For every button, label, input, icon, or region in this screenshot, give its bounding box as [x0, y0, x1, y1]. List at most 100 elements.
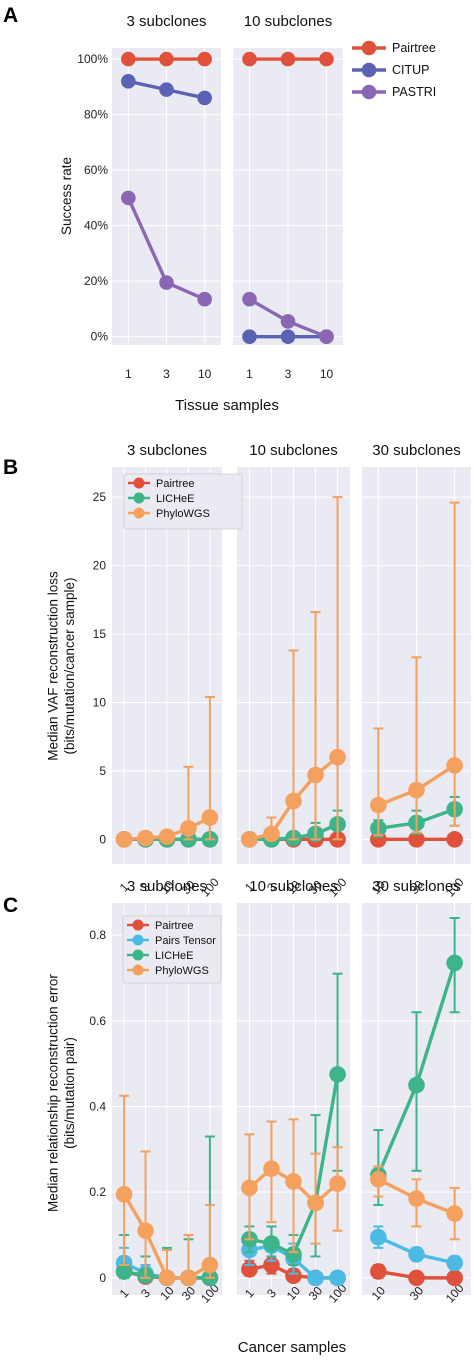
data-point [201, 809, 219, 826]
legend-marker [361, 84, 377, 100]
subplot-3-subclones: 3 subclones 1 3 10 [112, 13, 221, 381]
series-phylowgs [241, 1118, 346, 1254]
data-point [121, 74, 136, 89]
data-point [307, 1269, 324, 1287]
data-point [285, 1173, 302, 1190]
panel-letter: A [3, 4, 18, 27]
y-axis-title: Median relationship reconstruction error… [45, 974, 77, 1212]
data-point [285, 1246, 302, 1263]
series-pastri [121, 190, 212, 307]
data-point [446, 757, 463, 774]
y-tick-label: 100% [77, 52, 108, 66]
data-point [370, 1228, 387, 1246]
series-phylowgs [241, 496, 346, 848]
data-point [115, 831, 133, 848]
x-tick-label: 10 [320, 367, 334, 381]
subplot-title: 10 subclones [244, 13, 332, 30]
legend: Pairtree LICHeE PhyloWGS [123, 473, 243, 530]
series-phylowgs [115, 695, 219, 848]
data-point [329, 748, 346, 766]
panel-letter: C [3, 894, 18, 917]
legend-label: PhyloWGS [155, 965, 209, 977]
data-point [115, 1186, 133, 1203]
data-point [121, 190, 136, 206]
subplot-title: 30 subclones [372, 878, 460, 895]
data-point [242, 51, 257, 67]
legend: Pairtree CITUP PASTRI [352, 40, 436, 100]
data-point [370, 1171, 387, 1188]
data-point [408, 1269, 425, 1287]
y-tick-label: 0.2 [89, 1185, 106, 1199]
x-tick-label: 1 [246, 367, 253, 381]
data-point [180, 1269, 197, 1287]
subplot-title: 3 subclones [127, 878, 207, 895]
data-point [280, 314, 296, 329]
subplot-title: 3 subclones [126, 13, 206, 30]
y-axis-title-line: Success rate [59, 157, 74, 235]
y-tick-label: 25 [93, 490, 107, 504]
y-axis-title-line: Median VAF reconstruction loss [45, 571, 60, 761]
y-tick-label: 40% [84, 219, 108, 233]
data-point [241, 831, 258, 848]
data-point [242, 329, 257, 344]
legend-label: Pairs Tensor [155, 935, 216, 947]
legend-marker [133, 492, 145, 504]
y-tick-label: 0% [91, 330, 109, 344]
y-axis-title-line: (bits/mutation pair) [62, 1037, 77, 1149]
legend-marker [132, 949, 144, 961]
data-point [115, 1263, 133, 1280]
y-tick-label: 0.4 [89, 1099, 106, 1113]
series-pastri [242, 291, 334, 344]
data-point [446, 1269, 463, 1287]
legend-label: Pairtree [155, 920, 194, 932]
y-axis-title: Success rate [59, 157, 74, 235]
y-tick-label: 20% [84, 274, 108, 288]
data-point [159, 51, 174, 67]
y-tick-label: 80% [84, 108, 108, 122]
data-point [263, 1235, 280, 1252]
y-tick-label: 0 [99, 832, 106, 846]
x-tick-label: 3 [285, 367, 292, 381]
data-point [285, 792, 302, 810]
series-citup [121, 74, 212, 106]
data-point [329, 1269, 346, 1287]
data-point [263, 825, 280, 843]
data-point [263, 1160, 280, 1177]
legend-marker [361, 40, 377, 56]
x-tick-label: 10 [198, 367, 212, 381]
y-tick-label: 20 [93, 559, 107, 573]
data-point [329, 1066, 346, 1083]
legend-marker [132, 919, 144, 931]
data-point [408, 831, 425, 848]
data-point [180, 820, 197, 837]
y-tick-label: 60% [84, 163, 108, 177]
y-axis-title-line: (bits/mutation/cancer sample) [62, 577, 77, 754]
y-tick-label: 0.6 [89, 1014, 106, 1028]
subplot-title: 3 subclones [127, 442, 207, 459]
subplot-title: 10 subclones [249, 878, 337, 895]
legend: Pairtree Pairs Tensor LICHeE PhyloWGS [122, 915, 222, 984]
legend-marker [361, 62, 377, 78]
data-point [197, 291, 212, 307]
data-point [329, 1175, 346, 1192]
data-point [408, 1246, 425, 1263]
x-tick-label: 1 [125, 367, 132, 381]
y-tick-label: 5 [99, 764, 106, 778]
series-pairtree [242, 51, 334, 67]
data-point [241, 1179, 258, 1197]
data-point [408, 1076, 425, 1094]
data-point [446, 1205, 463, 1222]
series-phylowgs [115, 1094, 219, 1287]
data-point [158, 828, 176, 845]
legend-marker [132, 964, 144, 976]
y-axis-title: Median VAF reconstruction loss (bits/muta… [45, 571, 77, 761]
data-point [370, 796, 387, 814]
legend-label: Pairtree [156, 478, 195, 490]
legend-box [122, 915, 222, 984]
